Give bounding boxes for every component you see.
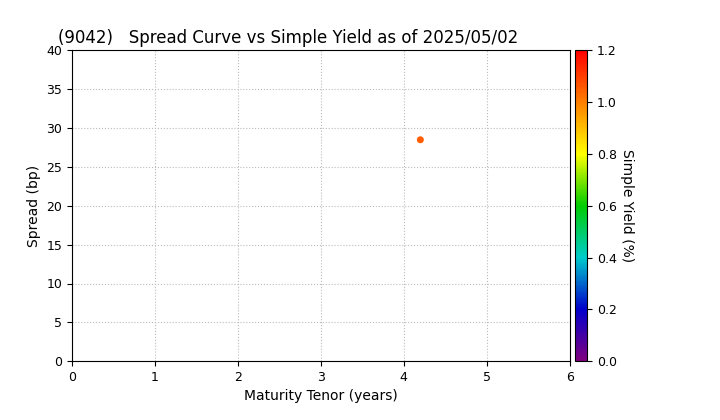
Y-axis label: Spread (bp): Spread (bp) bbox=[27, 165, 41, 247]
Text: (9042)   Spread Curve vs Simple Yield as of 2025/05/02: (9042) Spread Curve vs Simple Yield as o… bbox=[58, 29, 518, 47]
Point bbox=[415, 136, 426, 143]
X-axis label: Maturity Tenor (years): Maturity Tenor (years) bbox=[244, 389, 397, 404]
Y-axis label: Simple Yield (%): Simple Yield (%) bbox=[620, 149, 634, 262]
